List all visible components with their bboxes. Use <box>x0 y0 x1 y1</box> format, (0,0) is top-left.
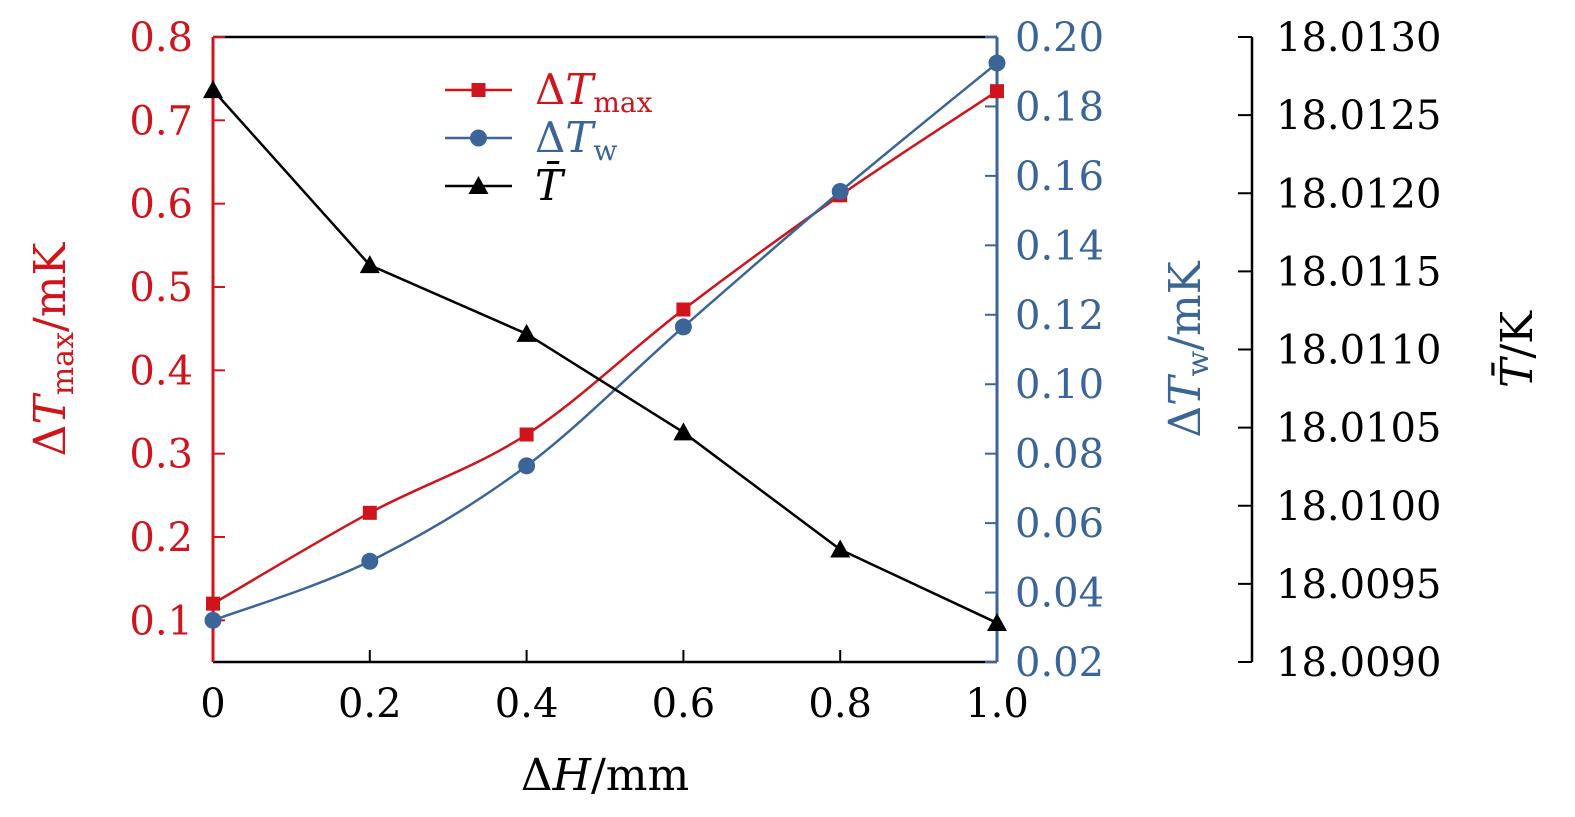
right-tick-label-tw: 0.06 <box>1015 501 1104 547</box>
right-y-axis-tbar: 18.0090 18.0095 18.0100 18.0105 18.0110 18.01… <box>1238 15 1543 686</box>
right-tick-label-tbar: 18.0110 <box>1276 328 1441 374</box>
data-point-series-2 <box>673 422 694 441</box>
right-tick-label-tbar: 18.0125 <box>1276 93 1441 139</box>
legend-marker-2 <box>468 176 489 194</box>
right-tick-label-tw: 0.10 <box>1015 362 1104 408</box>
data-point-series-2 <box>987 612 1007 631</box>
legend-label-2: T̄ <box>535 159 566 210</box>
data-point-series-2 <box>830 539 851 558</box>
data-point-series-0 <box>362 505 377 520</box>
left-tick-label: 0.7 <box>129 98 193 144</box>
left-tick-label: 0.6 <box>129 182 193 228</box>
left-tick-label: 0.4 <box>129 348 193 394</box>
x-axis: 0 0.2 0.4 0.6 0.8 1.0 ΔH/mm <box>200 650 1029 801</box>
data-point-series-1 <box>674 318 692 336</box>
x-tick-label: 0 <box>200 681 225 727</box>
right-y-axis-tw: 0.02 0.04 0.06 0.08 0.10 0.12 0.14 0.16 0.18 0.20… <box>985 15 1216 686</box>
plot-frame <box>213 35 997 664</box>
right-tick-label-tw: 0.08 <box>1015 432 1104 478</box>
x-tick-label: 1.0 <box>965 681 1029 727</box>
right-tick-label-tbar: 18.0090 <box>1276 640 1441 686</box>
data-point-series-1 <box>831 183 849 201</box>
x-tick-label: 0.8 <box>808 681 872 727</box>
data-point-series-1 <box>988 54 1006 72</box>
data-point-series-0 <box>676 302 691 317</box>
right-tick-label-tbar: 18.0095 <box>1276 562 1441 608</box>
legend-label-1: ΔTw <box>535 113 617 167</box>
right-tick-label-tbar: 18.0120 <box>1276 171 1441 217</box>
series-group <box>203 54 1007 631</box>
right-tick-label-tbar: 18.0105 <box>1276 406 1441 452</box>
series-line-2 <box>212 89 998 625</box>
x-tick-label: 0.6 <box>652 681 716 727</box>
left-tick-label: 0.5 <box>129 265 193 311</box>
right-tick-label-tw: 0.18 <box>1015 84 1104 130</box>
x-axis-title: ΔH/mm <box>521 750 689 801</box>
data-point-series-0 <box>206 596 220 611</box>
data-point-series-1 <box>361 552 379 570</box>
right-axis-title-tw: ΔTw/mK <box>1160 260 1216 437</box>
legend-label-0: ΔTmax <box>535 65 653 119</box>
data-point-series-2 <box>359 255 380 274</box>
left-axis-title: ΔTmax/mK <box>25 241 81 456</box>
data-point-series-2 <box>203 80 223 99</box>
left-tick-label: 0.8 <box>129 15 193 61</box>
legend-marker-1 <box>470 129 487 147</box>
data-point-series-1 <box>204 611 222 629</box>
data-point-series-2 <box>516 323 537 342</box>
right-tick-label-tw: 0.14 <box>1015 223 1104 269</box>
right-tick-label-tw: 0.20 <box>1015 15 1104 61</box>
x-tick-label: 0.2 <box>338 681 402 727</box>
right-tick-label-tbar: 18.0115 <box>1276 249 1441 295</box>
right-tick-label-tw: 0.02 <box>1015 640 1104 686</box>
right-tick-label-tw: 0.12 <box>1015 293 1104 339</box>
left-tick-label: 0.2 <box>129 515 193 561</box>
data-point-series-1 <box>518 457 536 475</box>
right-tick-label-tbar: 18.0130 <box>1276 15 1441 61</box>
data-point-series-0 <box>990 84 1004 99</box>
left-y-axis: 0.1 0.2 0.3 0.4 0.5 0.6 0.7 0.8 ΔTmax/mK <box>25 15 225 662</box>
x-tick-label: 0.4 <box>495 681 559 727</box>
legend-marker-0 <box>471 83 486 97</box>
data-point-series-0 <box>519 427 534 442</box>
series-line-0 <box>212 90 998 605</box>
right-tick-label-tw: 0.04 <box>1015 571 1104 617</box>
right-tick-label-tw: 0.16 <box>1015 154 1104 200</box>
left-tick-label: 0.1 <box>129 598 193 644</box>
right-tick-label-tbar: 18.0100 <box>1276 484 1441 530</box>
right-axis-title-tbar: T̄/K <box>1490 310 1543 388</box>
left-tick-label: 0.3 <box>129 432 193 478</box>
